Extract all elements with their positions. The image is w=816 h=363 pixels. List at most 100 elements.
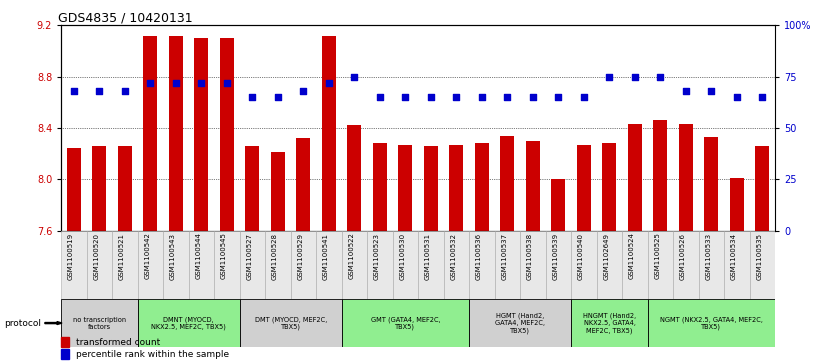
Bar bbox=[444, 231, 469, 299]
Bar bbox=[296, 138, 310, 231]
Bar bbox=[730, 178, 744, 231]
Text: GSM1100522: GSM1100522 bbox=[348, 233, 354, 280]
Point bbox=[68, 88, 81, 94]
Bar bbox=[571, 231, 596, 299]
Text: GSM1100528: GSM1100528 bbox=[272, 233, 278, 280]
Bar bbox=[392, 231, 418, 299]
Bar bbox=[673, 231, 698, 299]
Text: GSM1100527: GSM1100527 bbox=[246, 233, 252, 280]
Bar bbox=[194, 38, 208, 231]
Bar bbox=[246, 146, 259, 231]
Text: GSM1100541: GSM1100541 bbox=[323, 233, 329, 280]
Point bbox=[501, 94, 514, 100]
Bar bbox=[475, 143, 489, 231]
Text: GSM1100539: GSM1100539 bbox=[552, 233, 558, 280]
Bar bbox=[622, 231, 648, 299]
Bar bbox=[112, 231, 138, 299]
Point bbox=[220, 80, 233, 86]
Text: GSM1100521: GSM1100521 bbox=[119, 233, 125, 280]
Bar bbox=[138, 231, 163, 299]
Bar bbox=[628, 124, 642, 231]
Bar bbox=[577, 144, 591, 231]
Text: NGMT (NKX2.5, GATA4, MEF2C,
TBX5): NGMT (NKX2.5, GATA4, MEF2C, TBX5) bbox=[660, 316, 763, 330]
Bar bbox=[679, 124, 693, 231]
Text: GSM1100519: GSM1100519 bbox=[68, 233, 74, 280]
Bar bbox=[520, 231, 546, 299]
Bar bbox=[290, 231, 316, 299]
Bar bbox=[214, 231, 240, 299]
Bar bbox=[756, 146, 769, 231]
Bar bbox=[138, 299, 240, 347]
Bar bbox=[450, 144, 463, 231]
Text: GSM1100537: GSM1100537 bbox=[502, 233, 508, 280]
Text: GSM1100532: GSM1100532 bbox=[450, 233, 456, 280]
Bar bbox=[398, 144, 412, 231]
Bar bbox=[500, 136, 514, 231]
Text: GSM1100524: GSM1100524 bbox=[629, 233, 635, 280]
Point bbox=[118, 88, 131, 94]
Point bbox=[578, 94, 591, 100]
Bar bbox=[163, 231, 188, 299]
Bar bbox=[342, 299, 469, 347]
Bar bbox=[494, 231, 520, 299]
Bar bbox=[596, 231, 622, 299]
Bar bbox=[220, 38, 234, 231]
Text: no transcription
factors: no transcription factors bbox=[73, 317, 126, 330]
Bar bbox=[316, 231, 342, 299]
Text: GSM1100534: GSM1100534 bbox=[731, 233, 737, 280]
Point bbox=[399, 94, 412, 100]
Bar bbox=[342, 231, 367, 299]
Point bbox=[654, 74, 667, 79]
Text: transformed count: transformed count bbox=[76, 338, 160, 347]
Text: GSM1100543: GSM1100543 bbox=[170, 233, 176, 280]
Point bbox=[628, 74, 641, 79]
Point bbox=[424, 94, 437, 100]
Text: GSM1100531: GSM1100531 bbox=[425, 233, 431, 280]
Point bbox=[246, 94, 259, 100]
Point bbox=[450, 94, 463, 100]
Bar bbox=[602, 143, 616, 231]
Point bbox=[705, 88, 718, 94]
Bar bbox=[86, 231, 112, 299]
Bar bbox=[526, 141, 540, 231]
Text: GSM1100538: GSM1100538 bbox=[527, 233, 533, 280]
Point bbox=[195, 80, 208, 86]
Text: GSM1100542: GSM1100542 bbox=[144, 233, 150, 280]
Text: GDS4835 / 10420131: GDS4835 / 10420131 bbox=[58, 11, 193, 24]
Bar bbox=[750, 231, 775, 299]
Bar bbox=[704, 137, 718, 231]
Text: GSM1100530: GSM1100530 bbox=[400, 233, 406, 280]
Point bbox=[680, 88, 693, 94]
Point bbox=[526, 94, 539, 100]
Bar bbox=[118, 146, 132, 231]
Text: protocol: protocol bbox=[4, 319, 41, 327]
Point bbox=[730, 94, 743, 100]
Bar bbox=[648, 231, 673, 299]
Bar bbox=[469, 231, 494, 299]
Point bbox=[93, 88, 106, 94]
Point bbox=[170, 80, 183, 86]
Text: GSM1100536: GSM1100536 bbox=[476, 233, 482, 280]
Bar bbox=[67, 148, 81, 231]
Point bbox=[756, 94, 769, 100]
Bar bbox=[188, 231, 214, 299]
Bar bbox=[469, 299, 571, 347]
Bar bbox=[240, 231, 265, 299]
Text: GSM1100526: GSM1100526 bbox=[680, 233, 686, 280]
Text: DMT (MYOCD, MEF2C,
TBX5): DMT (MYOCD, MEF2C, TBX5) bbox=[255, 316, 327, 330]
Bar bbox=[648, 299, 775, 347]
Point bbox=[297, 88, 310, 94]
Text: GSM1102649: GSM1102649 bbox=[604, 233, 610, 280]
Bar bbox=[61, 231, 86, 299]
Bar bbox=[169, 36, 183, 231]
Text: GSM1100544: GSM1100544 bbox=[196, 233, 202, 280]
Text: DMNT (MYOCD,
NKX2.5, MEF2C, TBX5): DMNT (MYOCD, NKX2.5, MEF2C, TBX5) bbox=[151, 316, 226, 330]
Bar bbox=[265, 231, 290, 299]
Bar bbox=[144, 36, 157, 231]
Bar bbox=[552, 179, 565, 231]
Bar bbox=[418, 231, 444, 299]
Text: percentile rank within the sample: percentile rank within the sample bbox=[76, 350, 229, 359]
Bar bbox=[367, 231, 392, 299]
Bar bbox=[424, 146, 438, 231]
Point bbox=[476, 94, 489, 100]
